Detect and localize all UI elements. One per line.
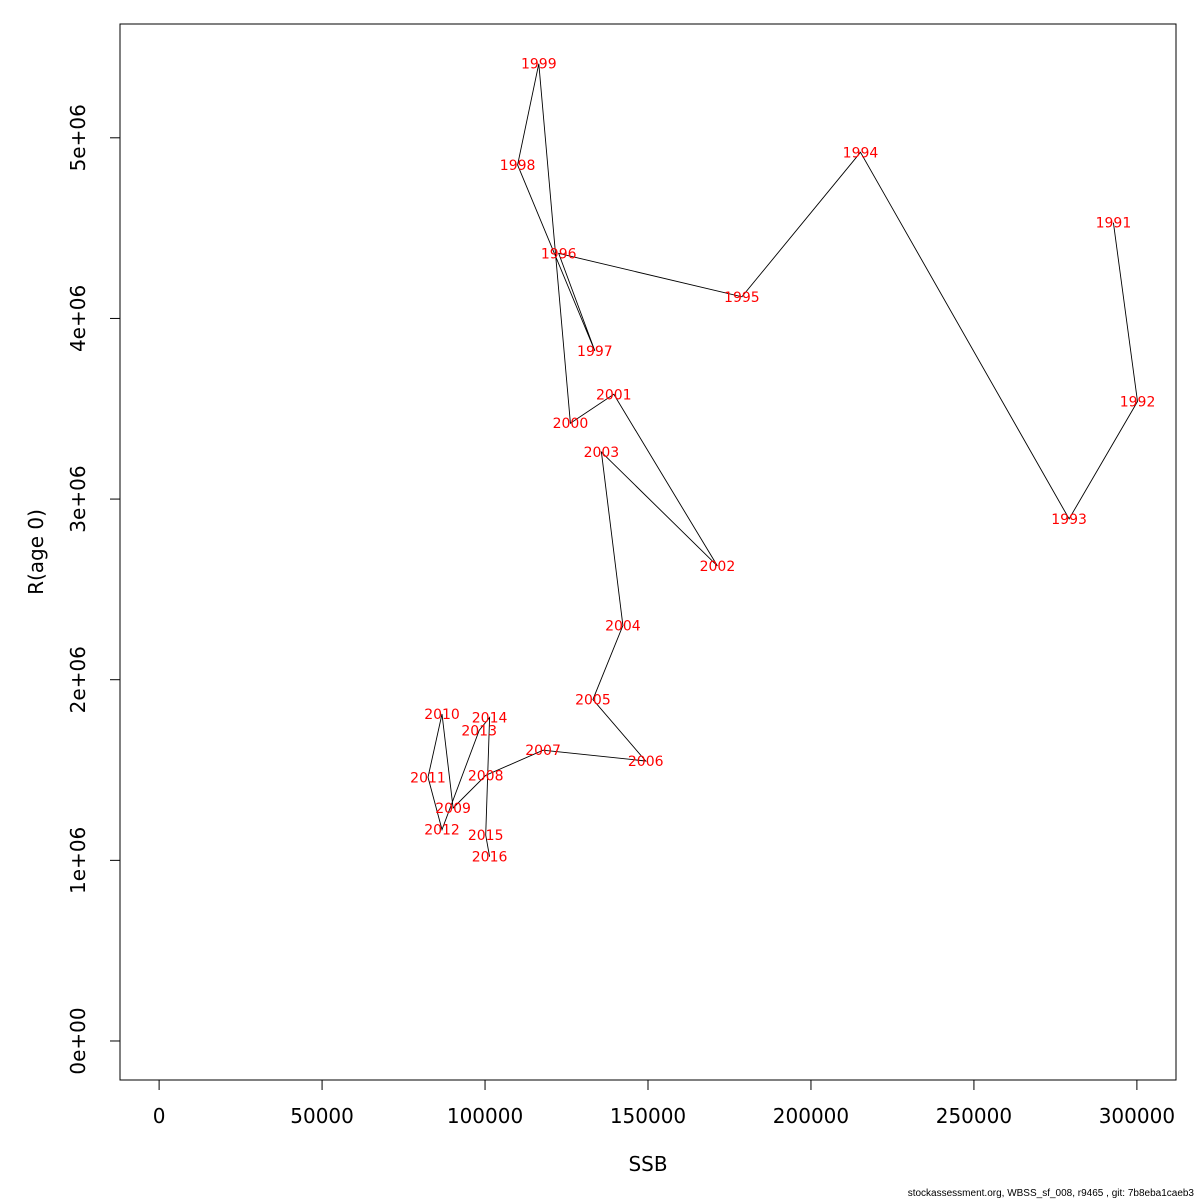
year-label-1994: 1994 xyxy=(843,145,879,161)
year-label-2002: 2002 xyxy=(700,559,736,575)
plot-frame xyxy=(119,23,1177,1081)
recruitment-trajectory-line xyxy=(427,63,1138,857)
x-tick-label: 150000 xyxy=(610,1104,686,1128)
year-label-2001: 2001 xyxy=(596,387,632,403)
year-label-2009: 2009 xyxy=(435,801,471,817)
y-tick-label: 3e+06 xyxy=(66,465,90,532)
y-tick-label: 2e+06 xyxy=(66,646,90,713)
year-label-1991: 1991 xyxy=(1096,216,1132,232)
year-label-2011: 2011 xyxy=(410,770,446,786)
year-label-1998: 1998 xyxy=(500,158,536,174)
y-axis: 0e+00 1e+06 2e+06 3e+06 4e+06 5e+06 xyxy=(66,104,121,1075)
year-label-2000: 2000 xyxy=(553,416,589,432)
year-label-2004: 2004 xyxy=(605,619,641,635)
year-labels: 1991 1992 1993 1994 1995 1996 1997 1998 1999 2000… xyxy=(410,57,1155,866)
x-tick-label: 100000 xyxy=(447,1104,523,1128)
year-label-2007: 2007 xyxy=(525,743,561,759)
year-label-2006: 2006 xyxy=(628,754,664,770)
year-label-1993: 1993 xyxy=(1051,512,1087,528)
year-label-2014: 2014 xyxy=(472,711,508,727)
x-tick-label: 50000 xyxy=(290,1104,354,1128)
year-label-2013: 2013 xyxy=(461,723,497,739)
y-tick-label: 1e+06 xyxy=(66,827,90,894)
year-label-2003: 2003 xyxy=(584,445,620,461)
year-label-1992: 1992 xyxy=(1120,395,1156,411)
y-axis-title: R(age 0) xyxy=(24,509,48,595)
footer-credit: stockassessment.org, WBSS_sf_008, r9465 … xyxy=(907,1188,1194,1199)
year-label-1999: 1999 xyxy=(521,57,557,73)
year-label-2010: 2010 xyxy=(424,707,460,723)
y-tick-label: 0e+00 xyxy=(66,1007,90,1074)
year-label-2015: 2015 xyxy=(468,828,504,844)
year-label-2016: 2016 xyxy=(472,850,508,866)
y-tick-label: 5e+06 xyxy=(66,104,90,171)
year-label-1997: 1997 xyxy=(577,344,613,360)
x-axis-title: SSB xyxy=(628,1152,667,1176)
year-label-1995: 1995 xyxy=(724,290,760,306)
year-label-1996: 1996 xyxy=(541,246,577,262)
x-tick-label: 300000 xyxy=(1099,1104,1175,1128)
year-label-2012: 2012 xyxy=(424,823,460,839)
x-axis: 0 50000 100000 150000 200000 250000 300000 xyxy=(153,1079,1175,1128)
year-label-2008: 2008 xyxy=(468,768,504,784)
y-tick-label: 4e+06 xyxy=(66,285,90,352)
x-tick-label: 200000 xyxy=(773,1104,849,1128)
x-tick-label: 250000 xyxy=(936,1104,1012,1128)
year-label-2005: 2005 xyxy=(575,693,611,709)
x-tick-label: 0 xyxy=(153,1104,166,1128)
